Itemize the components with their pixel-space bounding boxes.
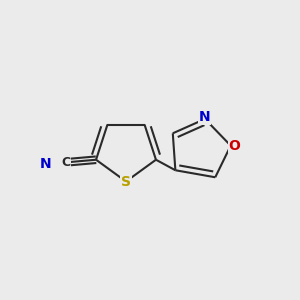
Text: N: N bbox=[40, 157, 52, 171]
Text: S: S bbox=[121, 175, 131, 188]
Text: N: N bbox=[199, 110, 211, 124]
Text: C: C bbox=[61, 156, 71, 169]
Text: O: O bbox=[228, 139, 240, 153]
